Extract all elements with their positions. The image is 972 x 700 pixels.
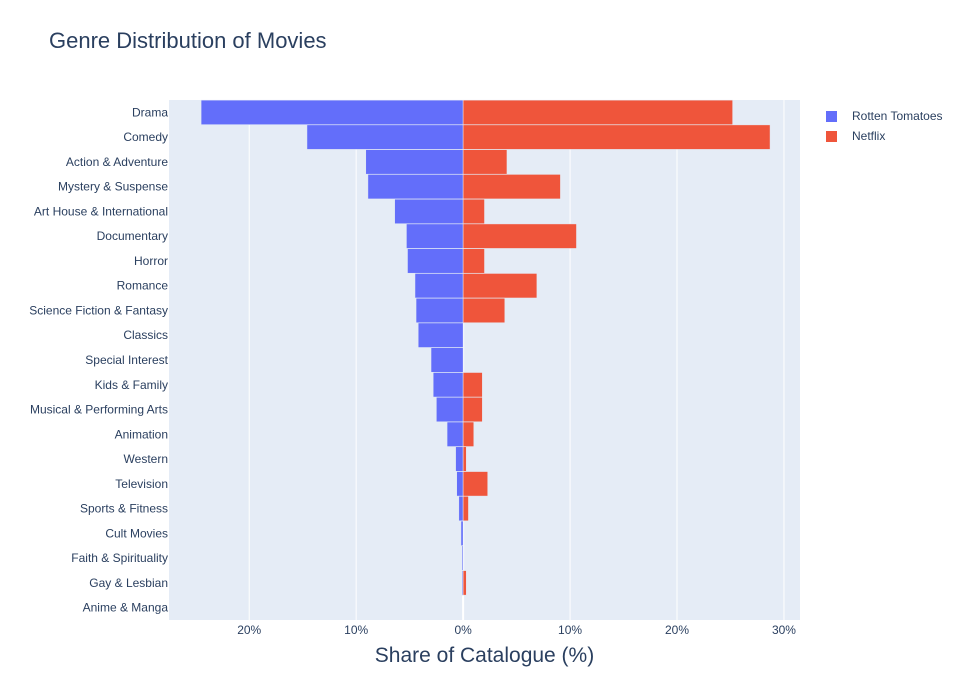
y-tick-label: Anime & Manga	[83, 601, 169, 615]
y-tick-label: Kids & Family	[95, 378, 168, 392]
bar-netflix-kids-and-family[interactable]	[462, 372, 483, 398]
bar-rotten-tomatoes-sports-and-fitness[interactable]	[458, 496, 464, 522]
y-tick-label: Art House & International	[34, 204, 168, 218]
y-tick-label: Drama	[132, 105, 168, 119]
bar-rotten-tomatoes-drama[interactable]	[200, 99, 464, 125]
x-tick-label: 20%	[665, 623, 689, 637]
bars	[200, 99, 771, 596]
bar-rotten-tomatoes-romance[interactable]	[414, 273, 464, 299]
bar-rotten-tomatoes-animation[interactable]	[446, 421, 464, 447]
bar-rotten-tomatoes-mystery-and-suspense[interactable]	[367, 174, 464, 200]
legend-swatch-rotten-tomatoes	[826, 110, 837, 122]
y-tick-label: Mystery & Suspense	[58, 180, 168, 194]
legend-item-netflix[interactable]: Netflix	[826, 126, 943, 146]
bar-netflix-romance[interactable]	[462, 273, 538, 299]
y-tick-label: Horror	[134, 254, 168, 268]
bar-rotten-tomatoes-horror[interactable]	[407, 248, 464, 274]
bar-rotten-tomatoes-television[interactable]	[456, 471, 464, 497]
bar-netflix-horror[interactable]	[462, 248, 485, 274]
x-tick-label: 30%	[772, 623, 796, 637]
x-tick-label: 10%	[558, 623, 582, 637]
legend-label-rotten-tomatoes: Rotten Tomatoes	[852, 109, 943, 123]
x-tick-label: 10%	[344, 623, 368, 637]
bar-netflix-drama[interactable]	[462, 99, 733, 125]
y-tick-label: Cult Movies	[105, 526, 168, 540]
y-tick-label: Musical & Performing Arts	[30, 403, 168, 417]
legend-swatch-netflix	[826, 130, 837, 142]
bar-rotten-tomatoes-cult-movies[interactable]	[460, 520, 464, 546]
bar-netflix-mystery-and-suspense[interactable]	[462, 174, 561, 200]
bar-netflix-western[interactable]	[462, 446, 467, 472]
bar-rotten-tomatoes-western[interactable]	[455, 446, 464, 472]
y-tick-label: Action & Adventure	[66, 155, 168, 169]
bar-netflix-television[interactable]	[462, 471, 488, 497]
legend-item-rotten-tomatoes[interactable]: Rotten Tomatoes	[826, 106, 943, 126]
y-tick-label: Sports & Fitness	[80, 502, 168, 516]
y-tick-label: Television	[115, 477, 168, 491]
x-tick-label: 20%	[237, 623, 261, 637]
bar-rotten-tomatoes-art-house-and-international[interactable]	[394, 198, 464, 224]
bar-rotten-tomatoes-musical-and-performing-arts[interactable]	[436, 397, 464, 423]
y-tick-label: Faith & Spirituality	[71, 551, 168, 565]
bar-netflix-comedy[interactable]	[462, 124, 771, 150]
bar-rotten-tomatoes-action-and-adventure[interactable]	[365, 149, 464, 175]
y-tick-label: Special Interest	[85, 353, 168, 367]
y-tick-label: Classics	[123, 328, 168, 342]
bar-netflix-art-house-and-international[interactable]	[462, 198, 485, 224]
y-axis-tick-labels: Drama Comedy Action & Adventure Mystery & S…	[29, 105, 168, 614]
bar-netflix-sports-and-fitness[interactable]	[462, 496, 469, 522]
bar-netflix-documentary[interactable]	[462, 223, 577, 249]
y-tick-label: Science Fiction & Fantasy	[29, 303, 168, 317]
y-tick-label: Animation	[115, 427, 168, 441]
y-tick-label: Comedy	[123, 130, 168, 144]
bar-rotten-tomatoes-comedy[interactable]	[306, 124, 464, 150]
bar-rotten-tomatoes-science-fiction-and-fantasy[interactable]	[415, 297, 464, 323]
legend-label-netflix: Netflix	[852, 129, 886, 143]
bar-netflix-action-and-adventure[interactable]	[462, 149, 508, 175]
bar-rotten-tomatoes-classics[interactable]	[417, 322, 464, 348]
x-axis-tick-labels: 20% 10% 0% 10% 20% 30%	[237, 623, 796, 637]
bar-netflix-science-fiction-and-fantasy[interactable]	[462, 297, 506, 323]
bar-netflix-musical-and-performing-arts[interactable]	[462, 397, 483, 423]
bar-netflix-gay-and-lesbian[interactable]	[462, 570, 467, 596]
legend[interactable]: Rotten Tomatoes Netflix	[826, 106, 943, 146]
bar-rotten-tomatoes-special-interest[interactable]	[430, 347, 464, 373]
chart-title: Genre Distribution of Movies	[49, 28, 327, 53]
y-tick-label: Romance	[117, 279, 169, 293]
y-tick-label: Western	[124, 452, 168, 466]
bar-rotten-tomatoes-documentary[interactable]	[406, 223, 464, 249]
x-axis-title: Share of Catalogue (%)	[374, 644, 595, 667]
bar-rotten-tomatoes-kids-and-family[interactable]	[432, 372, 464, 398]
x-tick-label: 0%	[454, 623, 472, 637]
y-tick-label: Documentary	[97, 229, 168, 243]
bar-rotten-tomatoes-faith-and-spirituality[interactable]	[461, 545, 464, 571]
y-tick-label: Gay & Lesbian	[89, 576, 168, 590]
bar-netflix-animation[interactable]	[462, 421, 475, 447]
